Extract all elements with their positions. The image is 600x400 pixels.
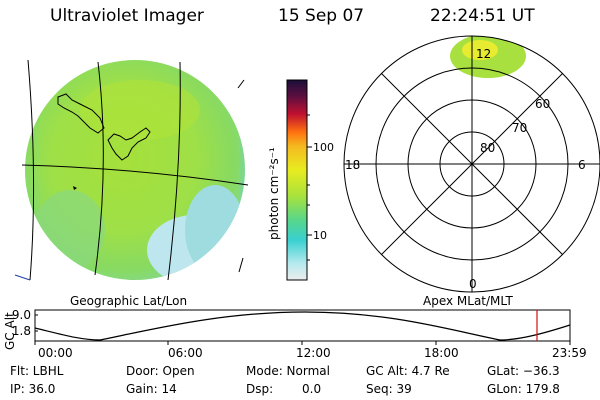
- time-tick-18: 18:00: [424, 346, 459, 360]
- altitude-ytick-1-8: 1.8: [12, 324, 31, 338]
- time-tick-12: 12:00: [296, 346, 331, 360]
- geographic-label: Geographic Lat/Lon: [70, 294, 188, 308]
- altitude-plot: [34, 309, 571, 345]
- polar-plot: [343, 35, 600, 293]
- info-dsp-label: Dsp:: [246, 382, 274, 396]
- info-dsp-value: 0.0: [302, 382, 322, 396]
- header-time: 22:24:51 UT: [430, 6, 535, 26]
- colorbar-tick-10: 10: [313, 229, 327, 242]
- altitude-ylabel: GC Alt: [3, 312, 17, 350]
- mlt-label-0: 0: [469, 277, 477, 291]
- info-filter: Flt: LBHL: [10, 364, 64, 378]
- mlt-label-12: 12: [476, 47, 491, 61]
- altitude-ytick-9: 9.0: [12, 308, 31, 322]
- apex-label: Apex MLat/MLT: [423, 294, 513, 308]
- colorbar: [286, 79, 312, 281]
- info-gc-alt: GC Alt: 4.7 Re: [366, 364, 450, 378]
- mlat-label-80: 80: [480, 141, 495, 155]
- mlat-label-60: 60: [535, 97, 550, 111]
- mlat-label-70: 70: [512, 121, 527, 135]
- info-glat: GLat: −36.3: [487, 364, 560, 378]
- mlt-label-6: 6: [578, 158, 586, 172]
- instrument-title: Ultraviolet Imager: [50, 6, 204, 26]
- header-date: 15 Sep 07: [278, 6, 365, 26]
- info-door: Door: Open: [126, 364, 195, 378]
- info-gain: Gain: 14: [126, 382, 177, 396]
- info-seq: Seq: 39: [366, 382, 412, 396]
- uv-image-disk: [14, 59, 249, 281]
- info-glon: GLon: 179.8: [487, 382, 560, 396]
- info-ip: IP: 36.0: [10, 382, 56, 396]
- time-tick-06: 06:00: [168, 346, 203, 360]
- colorbar-unit-label: photon cm⁻²s⁻¹: [267, 147, 281, 240]
- mlt-label-18: 18: [345, 158, 360, 172]
- info-mode: Mode: Normal: [246, 364, 330, 378]
- time-tick-00: 00:00: [38, 346, 73, 360]
- colorbar-tick-100: 100: [313, 141, 334, 154]
- time-tick-2359: 23:59: [552, 346, 587, 360]
